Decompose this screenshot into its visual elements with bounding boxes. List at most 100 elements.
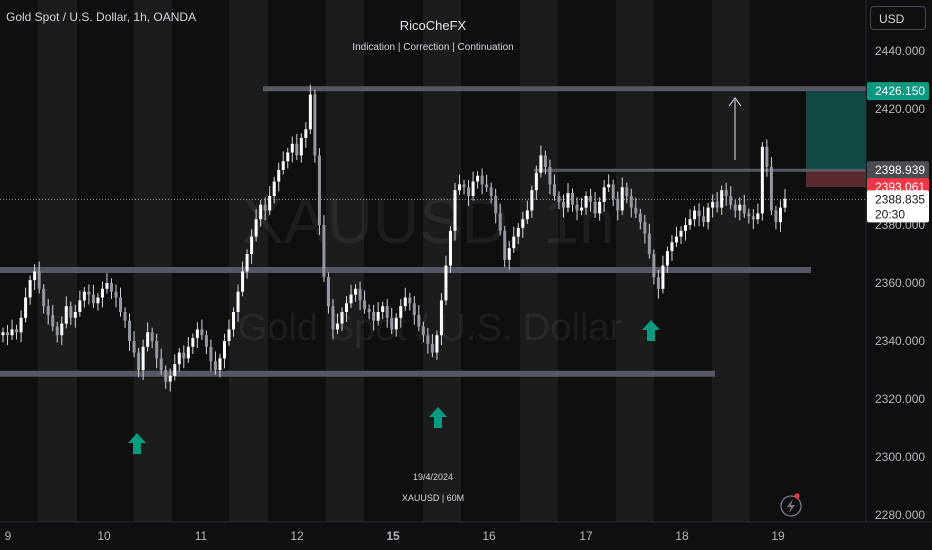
candle-body (543, 155, 547, 167)
candle-body (123, 312, 127, 321)
session-band-5 (520, 0, 558, 522)
candle-body (250, 236, 254, 254)
watermark: XAUUSD, 1h Gold Spot / U.S. Dollar (238, 185, 623, 349)
candle-body (173, 364, 177, 376)
x-tick-label: 17 (579, 529, 593, 543)
candle-body (354, 288, 358, 295)
candle-body (724, 190, 728, 196)
annotations (128, 97, 742, 454)
lightning-icon[interactable] (780, 493, 802, 517)
candle-body (688, 219, 692, 225)
candle-body (186, 346, 190, 359)
y-tick-label: 2320.000 (875, 392, 925, 406)
buy-arrow-icon[interactable] (429, 407, 447, 428)
candle-body (706, 207, 710, 223)
candle-body (598, 201, 602, 214)
candle-body (715, 201, 719, 208)
candle-body (82, 291, 86, 301)
candle-body (561, 201, 565, 208)
currency-button[interactable]: USD (870, 6, 926, 30)
price-label-last-text: 2388.835 (875, 192, 925, 206)
horizontal-levels[interactable] (0, 86, 866, 377)
buy-arrow-icon[interactable] (642, 320, 660, 341)
x-tick-label: 19 (771, 529, 785, 543)
y-tick-label: 2420.000 (875, 102, 925, 116)
candle-body (453, 190, 457, 231)
candle-body (150, 332, 154, 341)
candle-body (720, 190, 724, 208)
candle-body (643, 222, 647, 234)
chart-subtitle: Indication | Correction | Continuation (352, 42, 514, 53)
candle-body (494, 196, 498, 214)
y-tick-label: 2360.000 (875, 276, 925, 290)
candle-body (403, 297, 407, 307)
author-name: RicoCheFX (399, 18, 467, 33)
candle-body (227, 329, 231, 341)
candle-body (109, 283, 113, 292)
candle-body (15, 329, 19, 333)
candle-body (132, 341, 136, 353)
candle-body (444, 265, 448, 301)
candle-body (625, 187, 629, 196)
candle-body (575, 204, 579, 211)
candle-body (259, 204, 263, 220)
candle-body (602, 187, 606, 202)
candle-body (331, 306, 335, 330)
candle-body (272, 181, 276, 196)
candle-body (78, 300, 82, 312)
countdown-text: 20:30 (875, 207, 905, 221)
candle-body (552, 184, 556, 196)
candle-body (711, 201, 715, 208)
candle-body (381, 306, 385, 312)
candle-body (462, 184, 466, 188)
candle-body (73, 312, 77, 318)
price-label-target (867, 82, 929, 101)
candle-body (10, 329, 14, 336)
candle-body (222, 341, 226, 359)
candle-body (503, 230, 507, 260)
candle-body (155, 341, 159, 359)
note-date: 19/4/2024 (412, 472, 454, 482)
candle-body (119, 297, 123, 312)
candle-body (91, 294, 95, 304)
candle-body (399, 306, 403, 318)
candle-body (60, 323, 64, 336)
candle-body (236, 291, 240, 312)
candle-body (268, 196, 272, 211)
candle-body (778, 207, 782, 223)
candle-body (620, 187, 624, 211)
price-label-entry (867, 161, 929, 180)
candle-body (349, 294, 353, 304)
candle-body (670, 242, 674, 252)
candle-body (105, 283, 109, 289)
price-label-entry-text: 2398.939 (875, 163, 925, 177)
candle-body (738, 204, 742, 211)
candle-body (417, 314, 421, 327)
candle-body (394, 317, 398, 330)
candle-body (729, 196, 733, 205)
candles (1, 84, 787, 392)
symbol-title[interactable]: Gold Spot / U.S. Dollar, 1h, OANDA (6, 10, 197, 24)
buy-arrow-icon[interactable] (128, 433, 146, 454)
candle-body (476, 175, 480, 182)
position-zones (806, 91, 866, 188)
x-tick-label: 9 (5, 529, 12, 543)
candle-body (295, 143, 299, 156)
candle-body (159, 358, 163, 370)
note-symbol: XAUUSD | 60M (401, 493, 465, 503)
candle-body (448, 230, 452, 266)
candle-body (607, 184, 611, 188)
candle-body (385, 306, 389, 318)
candle-body (693, 210, 697, 220)
candle-body (584, 196, 588, 208)
y-tick-label: 2280.000 (875, 508, 925, 522)
session-band-3 (326, 0, 364, 522)
watermark-name: Gold Spot / U.S. Dollar (238, 307, 623, 349)
candle-body (408, 297, 412, 304)
candle-body (33, 271, 37, 281)
candle-body (372, 312, 376, 321)
candle-body (232, 312, 236, 330)
time-axis[interactable]: 9 10 11 12 15 16 17 18 19 (0, 521, 932, 543)
x-tick-label: 15 (386, 529, 400, 543)
